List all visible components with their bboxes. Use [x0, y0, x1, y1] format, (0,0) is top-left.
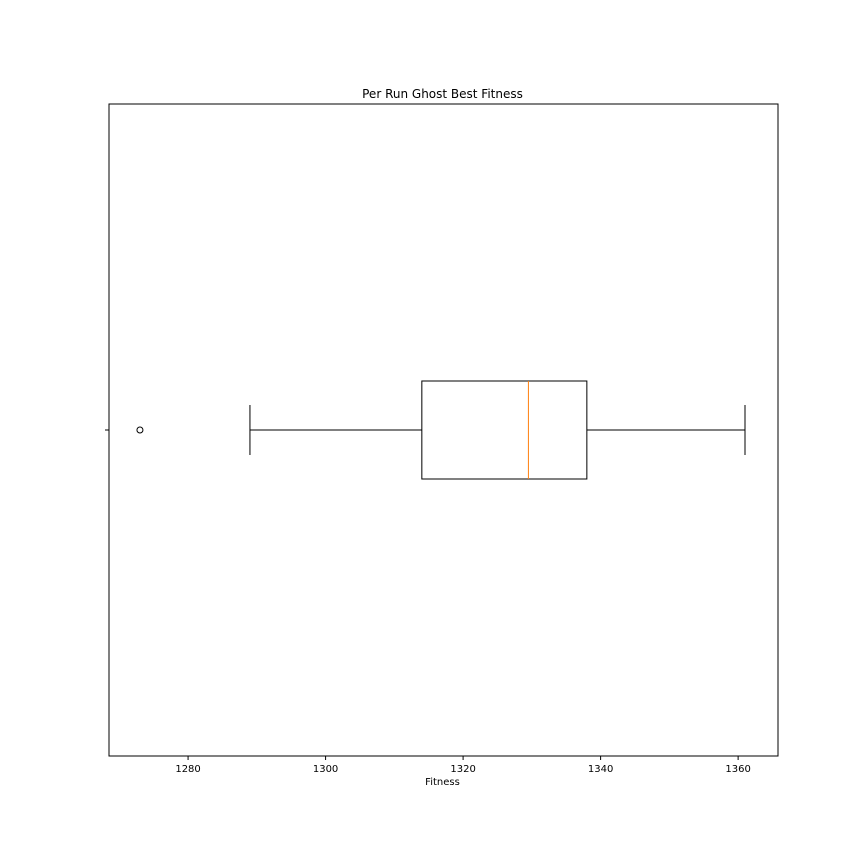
x-tick-label: 1320: [450, 764, 475, 775]
x-tick-label: 1280: [175, 764, 200, 775]
interquartile-box: [421, 380, 588, 480]
chart-title: Per Run Ghost Best Fitness: [362, 87, 523, 101]
x-tick-label: 1360: [725, 764, 750, 775]
x-axis-ticks: 1280 1300 1320 1340 1360: [175, 756, 751, 775]
outlier-point: [136, 426, 144, 434]
x-tick-label: 1340: [588, 764, 613, 775]
x-axis-label: Fitness: [425, 777, 460, 788]
x-tick-label: 1300: [313, 764, 338, 775]
box-group: [136, 380, 746, 480]
